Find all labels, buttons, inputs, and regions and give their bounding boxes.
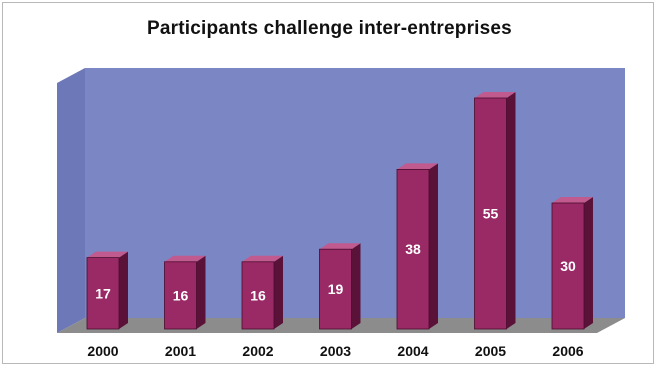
bar-front <box>319 248 352 330</box>
bar-value-label: 55 <box>483 206 499 222</box>
bar-front <box>551 202 585 330</box>
bar-side <box>351 243 361 329</box>
chart-title: Participants challenge inter-entreprises <box>147 18 512 39</box>
bar-top <box>242 255 283 262</box>
x-tick-label: 2005 <box>475 343 506 359</box>
bar-front <box>241 261 275 330</box>
x-tick-labels: 2000 2001 2002 2003 2004 2005 2006 <box>87 343 583 359</box>
x-tick-label: 2006 <box>552 343 583 359</box>
x-tick-label: 2003 <box>320 343 351 359</box>
bar-value-label: 17 <box>95 285 111 301</box>
bar-top <box>319 243 361 250</box>
bar-side <box>196 255 206 329</box>
plot-side-wall <box>57 68 85 333</box>
bar-value-label: 16 <box>250 287 266 303</box>
bar-side <box>584 197 593 329</box>
bar-front <box>396 168 430 330</box>
bar-front <box>164 261 197 330</box>
bar-front <box>474 97 507 330</box>
bar-2006: 30 <box>551 197 593 330</box>
bar-side <box>274 255 283 329</box>
x-tick-label: 2002 <box>242 343 273 359</box>
bar-side <box>506 92 516 329</box>
bars-group: 17 16 16 19 38 55 30 <box>86 92 593 330</box>
bar-2000: 17 <box>86 251 128 330</box>
bar-value-label: 19 <box>328 281 344 297</box>
bar-value-label: 30 <box>560 258 576 274</box>
bar-value-label: 38 <box>405 241 421 257</box>
bar-side <box>429 163 438 329</box>
bar-2005: 55 <box>474 92 516 330</box>
bar-2004: 38 <box>396 163 438 330</box>
bar-side <box>119 251 128 329</box>
bar-2003: 19 <box>319 243 361 330</box>
bar-top <box>87 251 128 258</box>
bar-top <box>474 92 516 98</box>
x-tick-label: 2000 <box>87 343 118 359</box>
bar-top <box>552 197 593 203</box>
bar-2002: 16 <box>241 255 283 330</box>
x-tick-label: 2001 <box>165 343 196 359</box>
bar-front <box>86 257 120 330</box>
bar-value-label: 16 <box>173 287 189 303</box>
bar-2001: 16 <box>164 255 206 330</box>
bar-top <box>397 163 438 170</box>
bar-top <box>164 255 206 262</box>
x-tick-label: 2004 <box>397 343 428 359</box>
